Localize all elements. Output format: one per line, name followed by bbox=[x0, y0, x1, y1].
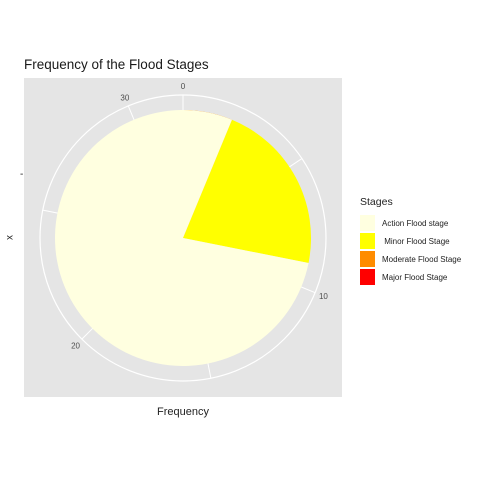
legend-label-action: Action Flood stage bbox=[382, 218, 449, 228]
legend-key-moderate bbox=[360, 251, 375, 267]
legend-key-action bbox=[360, 215, 375, 231]
radial-tick-label: 20 bbox=[71, 341, 80, 350]
legend: Stages Action Flood stage Minor Flood St… bbox=[360, 196, 461, 286]
radial-tick-label: 10 bbox=[319, 292, 328, 301]
legend-item-minor: Minor Flood Stage bbox=[360, 232, 461, 250]
y-tick-label: - bbox=[20, 169, 24, 180]
legend-item-action: Action Flood stage bbox=[360, 214, 461, 232]
grid-layer bbox=[39, 94, 327, 382]
grid-spoke bbox=[207, 362, 212, 379]
grid-spoke bbox=[288, 158, 303, 168]
legend-item-major: Major Flood Stage bbox=[360, 268, 461, 286]
legend-label-minor: Minor Flood Stage bbox=[382, 236, 450, 246]
pie-slice-minor-flood-stage bbox=[183, 119, 311, 263]
tick-layer: 0 10 20 30 bbox=[71, 82, 328, 350]
pie-slice-action-flood-stage bbox=[54, 110, 309, 366]
chart-title: Frequency of the Flood Stages bbox=[24, 57, 209, 72]
legend-item-moderate: Moderate Flood Stage bbox=[360, 250, 461, 268]
legend-key-minor bbox=[360, 233, 375, 249]
y-axis-label: x bbox=[4, 235, 16, 240]
slice-layer bbox=[54, 110, 311, 366]
radial-tick-label: 30 bbox=[120, 94, 129, 103]
radial-tick-label: 0 bbox=[181, 82, 186, 91]
legend-label-major: Major Flood Stage bbox=[382, 272, 448, 282]
legend-key-major bbox=[360, 269, 375, 285]
legend-title: Stages bbox=[360, 196, 393, 208]
grid-spoke bbox=[42, 209, 59, 214]
x-axis-label: Frequency bbox=[157, 406, 209, 418]
legend-label-moderate: Moderate Flood Stage bbox=[382, 254, 462, 264]
grid-spoke bbox=[127, 105, 135, 121]
grid-spoke bbox=[81, 327, 94, 340]
grid-spoke bbox=[300, 286, 316, 294]
